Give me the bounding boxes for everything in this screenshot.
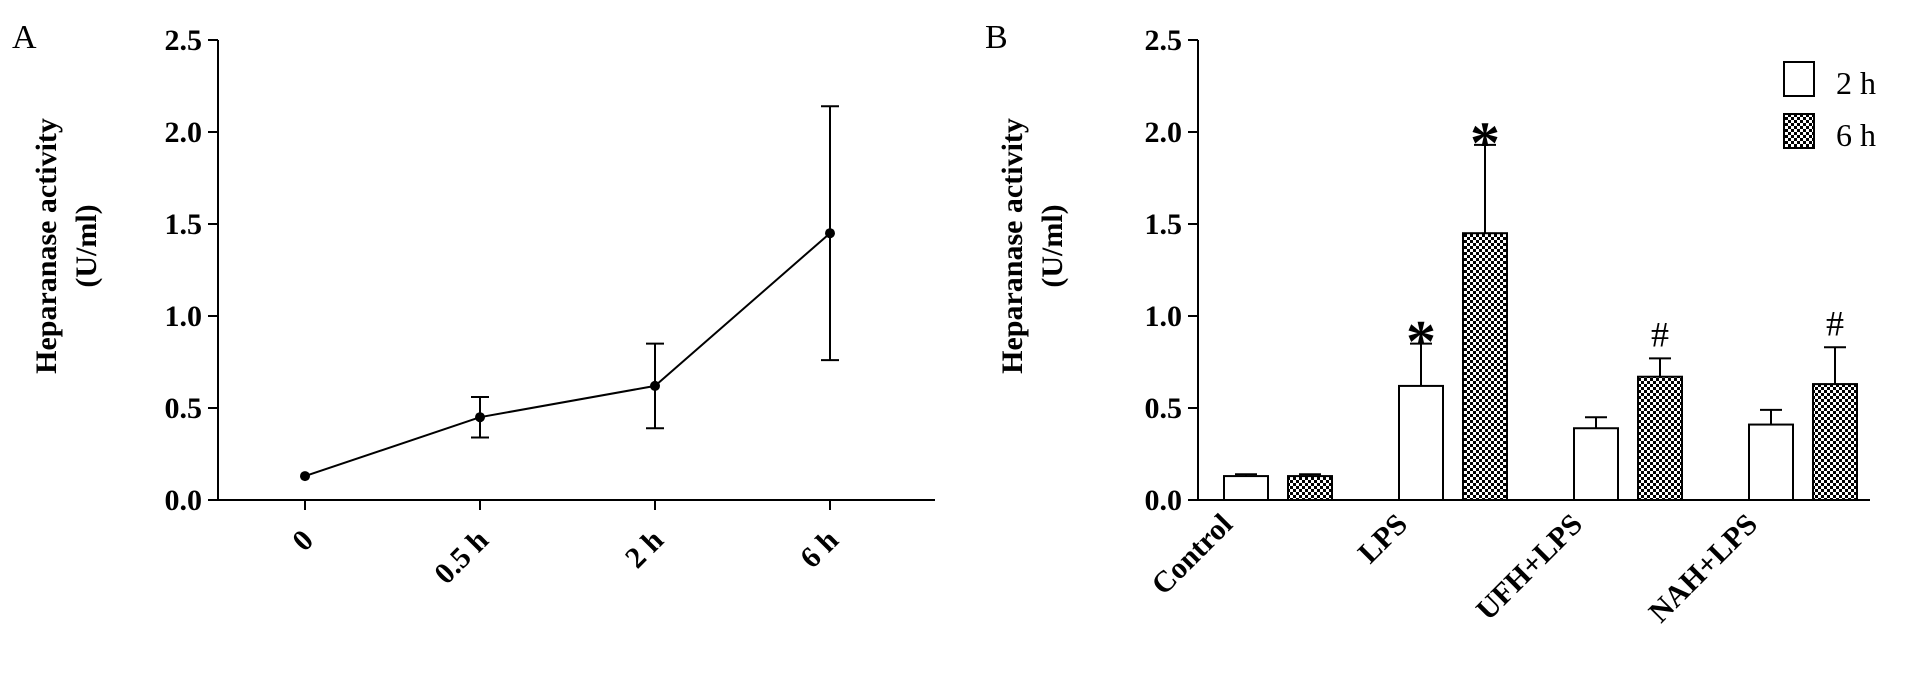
panel-b-bar-0-3 bbox=[1748, 423, 1794, 501]
panel-b-bar-1-3 bbox=[1812, 383, 1858, 501]
panel-a-y-tick-label-3: 1.5 bbox=[165, 208, 203, 241]
panel-b-y-tick-label-3: 1.5 bbox=[1145, 208, 1183, 241]
panel-b-y-tick-label-2: 1.0 bbox=[1145, 300, 1183, 333]
panel-a-plot bbox=[300, 105, 839, 482]
legend: 2 h 6 h bbox=[1783, 61, 1876, 153]
panel-a-x-tick-label-1: 0.5 h bbox=[428, 523, 495, 590]
panel-b-y-tick-label-0: 0.0 bbox=[1145, 484, 1183, 517]
panel-a-y-tick-label-4: 2.0 bbox=[165, 116, 203, 149]
panel-a: A Heparanase activity (U/ml) 0.0 0.5 1.0 1.… bbox=[12, 19, 935, 591]
panel-a-label: A bbox=[12, 19, 37, 56]
panel-a-ylabel-unit: (U/ml) bbox=[70, 204, 103, 287]
panel-b-plot: * * # # bbox=[1223, 110, 1858, 502]
panel-b-label: B bbox=[985, 19, 1008, 56]
panel-b-x-tick-label-2: UFH+LPS bbox=[1470, 508, 1589, 627]
legend-swatch-2h bbox=[1783, 61, 1815, 97]
panel-a-y-tick-label-0: 0.0 bbox=[165, 484, 203, 517]
panel-a-data-point-1 bbox=[475, 412, 485, 423]
panel-b-bar-0-0 bbox=[1223, 475, 1269, 501]
panel-b-annotation-1: * bbox=[1470, 110, 1500, 176]
panel-b-ylabel: Heparanase activity bbox=[996, 118, 1029, 374]
panel-a-x-tick-label-2: 2 h bbox=[619, 523, 670, 574]
panel-a-y-tick-label-2: 1.0 bbox=[165, 300, 203, 333]
panel-b-x-tick-label-1: LPS bbox=[1352, 508, 1414, 570]
legend-label-2h: 2 h bbox=[1836, 65, 1876, 101]
legend-label-6h: 6 h bbox=[1836, 117, 1876, 153]
panel-b-y-tick-label-4: 2.0 bbox=[1145, 116, 1183, 149]
panel-a-x-tick-label-0: 0 bbox=[286, 524, 320, 558]
panel-a-axes: 0.0 0.5 1.0 1.5 2.0 2.5 0 0.5 h 2 h 6 h bbox=[165, 24, 935, 591]
panel-a-data-point-3 bbox=[825, 228, 835, 239]
panel-a-y-tick-label-1: 0.5 bbox=[165, 392, 203, 425]
panel-b-bar-1-1 bbox=[1462, 232, 1508, 501]
panel-a-x-tick-label-3: 6 h bbox=[794, 523, 845, 574]
panel-b-annotation-2: # bbox=[1651, 314, 1669, 354]
panel-a-data-point-0 bbox=[300, 471, 310, 482]
panel-b-annotation-0: * bbox=[1406, 309, 1436, 375]
panel-b: B Heparanase activity (U/ml) 0.0 0.5 1.0 1.… bbox=[985, 19, 1876, 629]
panel-b-y-tick-label-5: 2.5 bbox=[1145, 24, 1183, 57]
panel-b-x-tick-label-3: NAH+LPS bbox=[1642, 508, 1763, 629]
panel-b-x-tick-label-0: Control bbox=[1145, 508, 1239, 602]
panel-b-bar-1-2 bbox=[1637, 375, 1683, 501]
panel-a-y-tick-label-5: 2.5 bbox=[165, 24, 203, 57]
panel-b-annotation-3: # bbox=[1826, 303, 1844, 343]
panel-a-data-point-2 bbox=[650, 380, 660, 391]
panel-b-y-tick-label-1: 0.5 bbox=[1145, 392, 1183, 425]
panel-b-bar-0-1 bbox=[1398, 384, 1444, 502]
panel-a-ylabel: Heparanase activity bbox=[30, 118, 63, 374]
panel-b-bar-1-0 bbox=[1287, 475, 1333, 501]
panel-a-series-line bbox=[304, 232, 831, 478]
panel-b-bar-0-2 bbox=[1573, 427, 1619, 501]
panel-b-ylabel-unit: (U/ml) bbox=[1036, 204, 1069, 287]
legend-swatch-6h bbox=[1783, 113, 1815, 149]
